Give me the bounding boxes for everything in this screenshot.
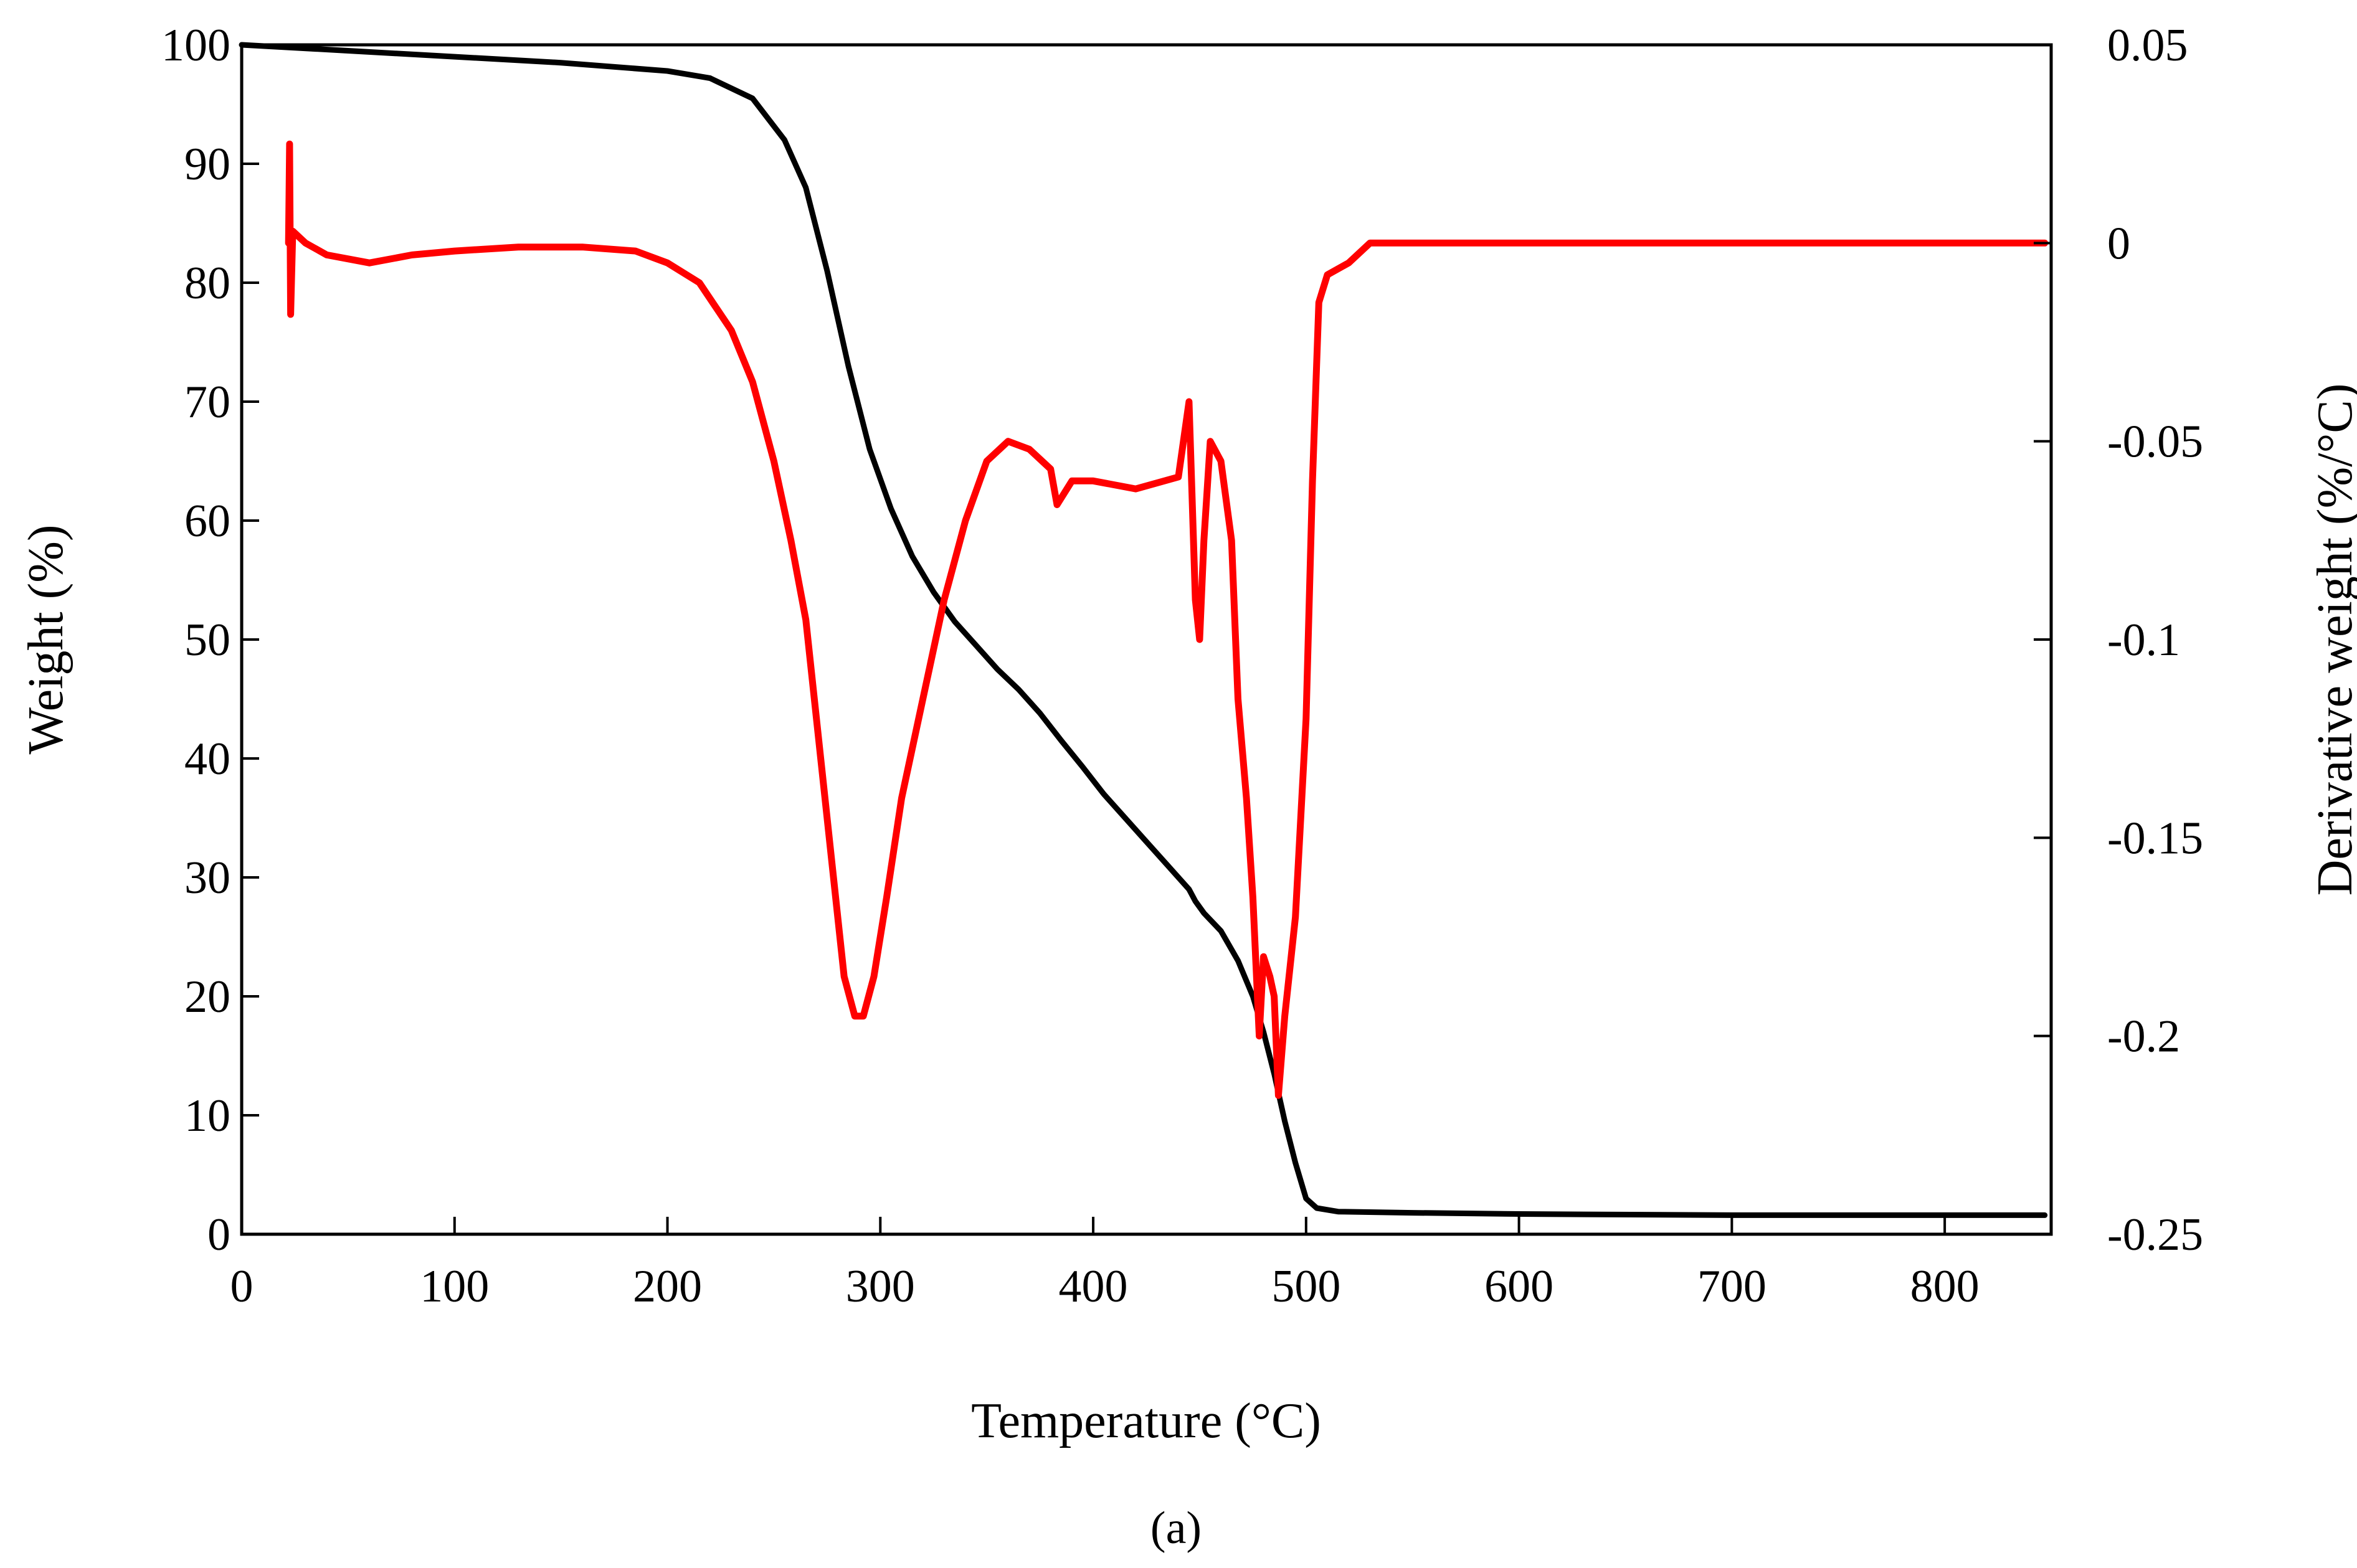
x-tick-label: 800: [1910, 1261, 1980, 1312]
y2-axis-title: Derivative weight (%/°C): [2308, 384, 2357, 896]
series-layer: [239, 42, 2049, 1218]
x-tick-label: 0: [230, 1261, 254, 1312]
x-tick-label: 600: [1484, 1261, 1553, 1312]
x-axis-title: Temperature (°C): [971, 1394, 1321, 1448]
y2-tick-label: -0.25: [2107, 1209, 2203, 1260]
y-tick-label: 30: [184, 852, 230, 904]
x-tick-labels: 0 100 200 300 400 500 600 700 800: [230, 1261, 1980, 1312]
y-tick-label: 70: [184, 377, 230, 428]
derivative-weight-line: [285, 140, 2049, 1099]
y-tick-label: 100: [161, 20, 230, 71]
plot-frame: [240, 43, 2053, 1236]
x-tick-label: 300: [846, 1261, 915, 1312]
x-tick-label: 700: [1697, 1261, 1767, 1312]
y-tick-label: 60: [184, 496, 230, 547]
y-tick-label: 0: [207, 1209, 230, 1260]
figure-caption: (a): [1150, 1503, 1202, 1554]
y-axis-title: Weight (%): [19, 525, 74, 755]
y-tick-labels: 0 10 20 30 40 50 60 70 80 90 100: [161, 20, 230, 1260]
x-tick-label: 500: [1271, 1261, 1340, 1312]
y2-tick-labels: -0.25 -0.2 -0.15 -0.1 -0.05 0 0.05: [2107, 20, 2203, 1260]
y-tick-label: 50: [184, 615, 230, 666]
weight-line: [239, 42, 2048, 1218]
y2-tick-label: -0.05: [2107, 417, 2203, 468]
y-tick-label: 80: [184, 258, 230, 309]
x-tick-label: 400: [1059, 1261, 1128, 1312]
y-tick-label: 10: [184, 1090, 230, 1141]
y2-tick-label: 0.05: [2107, 20, 2188, 71]
y2-tick-label: 0: [2107, 218, 2130, 269]
y2-tick-label: -0.15: [2107, 813, 2203, 864]
y-tick-label: 20: [184, 971, 230, 1023]
x-tick-label: 100: [420, 1261, 489, 1312]
y2-tick-label: -0.1: [2107, 615, 2180, 666]
y2-tick-label: -0.2: [2107, 1011, 2180, 1062]
y-tick-label: 40: [184, 734, 230, 785]
x-tick-label: 200: [633, 1261, 702, 1312]
y-tick-label: 90: [184, 139, 230, 190]
tick-layer: [240, 44, 2051, 1235]
